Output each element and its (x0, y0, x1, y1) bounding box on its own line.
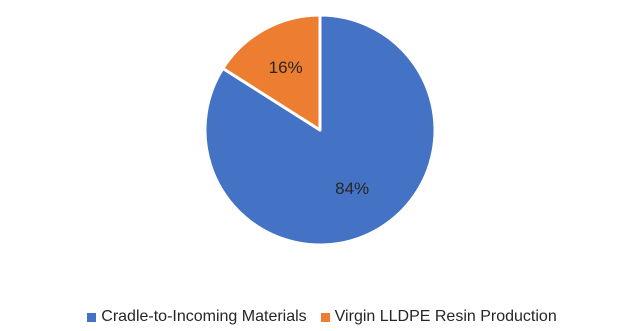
chart-legend: Cradle-to-Incoming Materials Virgin LLDP… (0, 308, 644, 326)
pie-slice-virgin-lldpe (221, 13, 322, 132)
data-label-cradle-to-incoming: 84% (335, 179, 369, 198)
legend-entry-cradle-to-incoming: Cradle-to-Incoming Materials (87, 308, 307, 326)
legend-entry-virgin-lldpe: Virgin LLDPE Resin Production (320, 308, 557, 326)
pie-chart-plot: 84% 16% (203, 13, 437, 247)
legend-label-cradle-to-incoming: Cradle-to-Incoming Materials (101, 308, 307, 325)
legend-label-virgin-lldpe: Virgin LLDPE Resin Production (334, 308, 557, 325)
pie-data-labels: 84% 16% (269, 58, 370, 198)
legend-swatch-virgin-lldpe (320, 312, 330, 322)
legend-swatch-cradle-to-incoming (87, 312, 97, 322)
data-label-virgin-lldpe: 16% (269, 58, 303, 77)
pie-slices (203, 13, 437, 247)
